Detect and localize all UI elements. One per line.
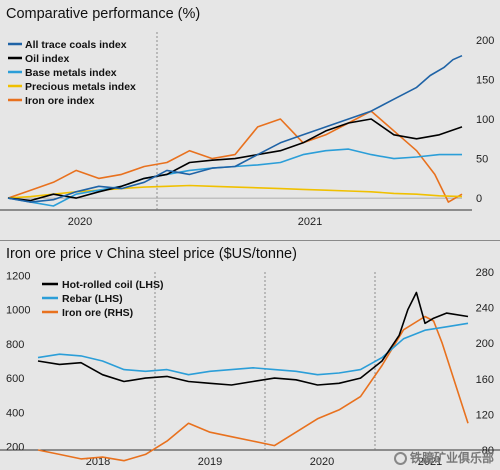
- chart-title-iron-ore-steel: Iron ore price v China steel price ($US/…: [6, 246, 297, 262]
- legend-label: Iron ore index: [25, 95, 95, 107]
- y-tick-label: 200: [476, 35, 494, 47]
- x-tick-label: 2021: [298, 216, 322, 228]
- y-right-tick-label: 160: [476, 374, 494, 386]
- y-tick-label: 150: [476, 74, 494, 86]
- series-line-oil-index: [7, 118, 463, 202]
- comparative-performance-chart: 0 50 100 150 200 2020 2021 All trace coals inde…: [0, 32, 494, 228]
- y-right-tick-label: 80: [482, 445, 494, 457]
- series-line-precious-metals-index: [7, 184, 463, 199]
- x-tick-label: 2020: [310, 456, 334, 468]
- legend-label: Iron ore (RHS): [62, 307, 133, 319]
- y-tick-label: 50: [476, 154, 488, 166]
- series-line-iron-ore-index: [7, 110, 463, 203]
- legend-label: Oil index: [25, 53, 70, 65]
- legend-label: Precious metals index: [25, 81, 136, 93]
- legend-label: Rebar (LHS): [62, 293, 123, 305]
- iron-ore-steel-price-chart: 200 400 600 800 1000 1200 80 120 160 200 240 280 201…: [0, 267, 500, 468]
- y-tick-label: 0: [476, 193, 482, 205]
- x-tick-label: 2019: [198, 456, 222, 468]
- y-right-tick-label: 240: [476, 303, 494, 315]
- watermark: 铁臆矿业俱乐部: [393, 449, 494, 466]
- y-left-tick-label: 600: [6, 373, 24, 385]
- y-right-tick-label: 120: [476, 409, 494, 421]
- x-tick-label: 2018: [86, 456, 110, 468]
- y-left-tick-label: 200: [6, 442, 24, 454]
- y-right-tick-label: 280: [476, 267, 494, 279]
- legend-label: All trace coals index: [25, 39, 127, 51]
- series-line-all-trace-coals-index: [7, 54, 463, 203]
- watermark-text: 铁臆矿业俱乐部: [409, 451, 494, 465]
- legend-label: Hot-rolled coil (LHS): [62, 279, 164, 291]
- y-left-tick-label: 800: [6, 339, 24, 351]
- y-left-tick-label: 400: [6, 407, 24, 419]
- chart-title-comparative: Comparative performance (%): [6, 6, 201, 22]
- y-right-tick-label: 200: [476, 338, 494, 350]
- watermark-icon: [393, 452, 407, 465]
- legend-label: Base metals index: [25, 67, 117, 79]
- chart-divider: [0, 240, 500, 241]
- series-line-iron-ore-rhs: [37, 315, 469, 462]
- x-tick-label: 2021: [418, 456, 442, 468]
- x-tick-label: 2020: [68, 216, 92, 228]
- y-left-tick-label: 1000: [6, 305, 30, 317]
- series-line-hot-rolled-coil-lhs: [37, 291, 469, 386]
- y-tick-label: 100: [476, 114, 494, 126]
- series-line-rebar-lhs: [37, 322, 469, 376]
- y-left-tick-label: 1200: [6, 270, 30, 282]
